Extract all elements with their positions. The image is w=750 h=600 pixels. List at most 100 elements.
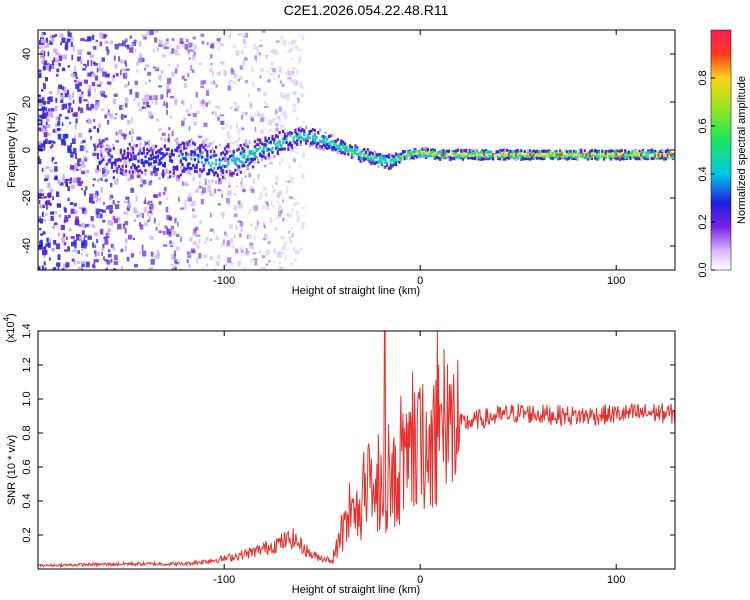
ridge-cell [652,157,655,160]
ridge-cell [207,144,211,148]
ridge-cell [338,144,341,148]
noise-speck [141,98,145,103]
noise-speck [38,227,42,231]
noise-speck [38,245,43,250]
ridge-cell [262,154,265,158]
ridge-cell [177,177,181,181]
ridge-cell [647,149,650,153]
noise-speck [88,119,92,124]
ridge-cell [151,149,154,153]
ridge-cell [527,156,530,160]
noise-speck [63,249,68,252]
noise-speck [113,55,116,61]
ridge-cell [153,170,156,174]
ridge-cell [596,157,599,161]
ridge-cell [276,152,279,156]
noise-speck [291,40,294,46]
noise-speck [265,263,269,266]
noise-speck [248,92,250,98]
ridge-cell [199,154,202,158]
noise-speck [106,53,109,56]
ridge-cell [435,151,438,155]
ridge-cell [509,149,512,153]
ridge-cell [550,154,553,158]
ridge-cell [384,156,387,160]
noise-speck [297,97,300,104]
noise-speck [166,88,171,93]
noise-speck [188,192,192,199]
ridge-cell [340,148,343,152]
ridge-cell [495,154,498,158]
spec-xtick-label: -100 [213,275,235,287]
noise-speck [272,189,276,194]
ridge-cell [119,148,122,152]
noise-speck [294,45,298,51]
ridge-cell [227,161,230,165]
ridge-cell [356,148,359,152]
ridge-cell [290,131,293,135]
ridge-cell [469,156,472,160]
ridge-cell [329,134,332,138]
ridge-cell [215,158,218,162]
noise-speck [88,130,92,132]
noise-speck [250,118,255,121]
noise-speck [80,38,85,41]
ridge-cell [424,156,428,160]
ridge-cell [329,140,332,144]
noise-speck [93,178,96,181]
noise-speck [79,59,83,65]
ridge-cell [650,156,653,160]
noise-speck [52,141,56,144]
ridge-cell [412,156,415,160]
ridge-cell [426,151,429,155]
noise-speck [193,44,197,50]
ridge-cell [105,162,108,166]
noise-speck [219,120,224,125]
noise-speck [64,178,68,184]
noise-speck [38,266,41,270]
ridge-cell [403,150,406,154]
ridge-cell [500,155,503,159]
noise-speck [96,84,102,87]
noise-speck [230,69,235,75]
ridge-cell [454,151,458,155]
ridge-cell [393,155,396,159]
ridge-cell [283,137,286,141]
ridge-cell [193,142,196,146]
noise-speck [237,33,243,36]
ridge-cell [278,147,281,151]
ridge-cell [536,153,539,157]
noise-speck [301,86,304,90]
ridge-cell [126,155,129,159]
noise-speck [295,69,299,75]
noise-speck [148,95,153,101]
noise-speck [51,60,55,66]
noise-speck [74,123,77,130]
ridge-cell [262,151,265,154]
noise-speck [209,256,214,260]
ridge-cell [253,154,256,158]
noise-speck [234,140,238,144]
noise-speck [41,211,44,218]
noise-speck [185,153,190,156]
noise-speck [299,81,303,88]
snr-series-line [38,331,675,569]
ridge-cell [590,152,593,156]
ridge-cell [386,161,389,165]
noise-speck [227,150,231,153]
ridge-cell [530,152,533,155]
noise-speck [39,218,43,224]
noise-speck [119,59,124,64]
noise-speck [233,213,238,217]
ridge-cell [162,152,165,156]
ridge-cell [305,140,308,144]
ridge-cell [407,153,410,157]
ridge-cell [578,154,581,158]
noise-speck [144,141,146,147]
ridge-cell [312,128,315,132]
noise-speck [138,251,141,255]
noise-speck [225,231,228,238]
noise-speck [113,93,118,97]
ridge-cell [446,149,449,153]
noise-speck [258,44,263,47]
